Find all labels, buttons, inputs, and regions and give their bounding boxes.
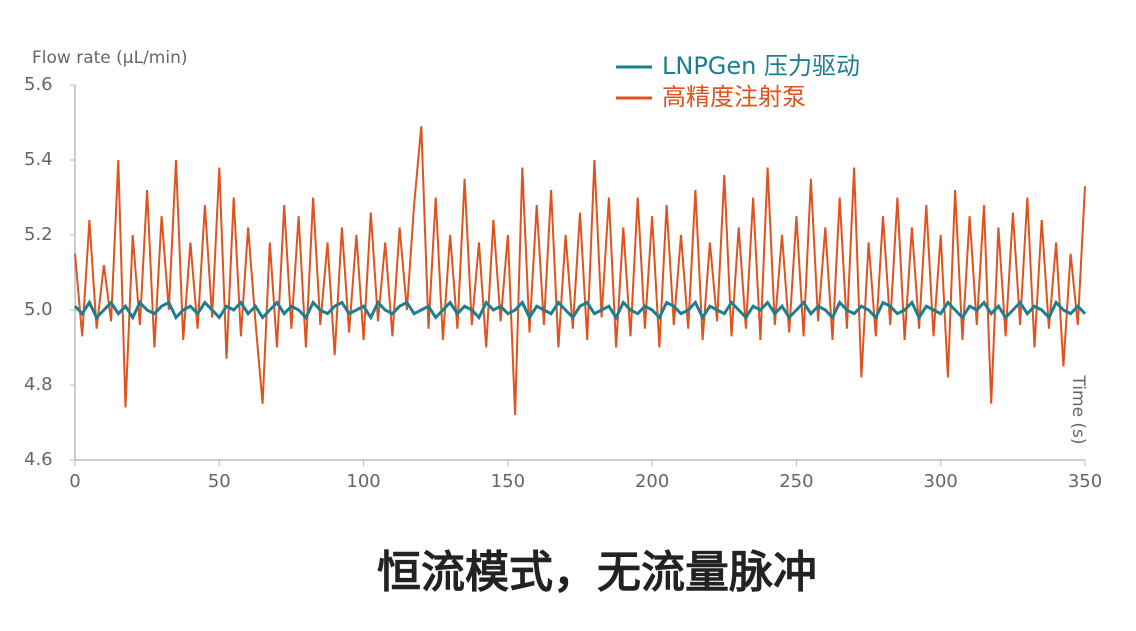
y-tick-label: 5.4 — [24, 149, 53, 170]
x-tick-label: 350 — [1068, 471, 1102, 492]
legend-label: LNPGen 压力驱动 — [662, 52, 860, 80]
y-tick-label: 5.6 — [24, 74, 53, 95]
y-tick-label: 5.2 — [24, 224, 53, 245]
series-line — [73, 299, 1087, 321]
x-tick-label: 150 — [491, 471, 525, 492]
legend-label: 高精度注射泵 — [662, 83, 806, 111]
x-tick-label: 250 — [779, 471, 813, 492]
x-tick-label: 100 — [346, 471, 380, 492]
y-axis-label: Flow rate (μL/min) — [32, 48, 187, 68]
x-axis-label: Time (s) — [1068, 374, 1088, 444]
y-tick-label: 4.6 — [24, 449, 53, 470]
series-line — [74, 126, 1086, 416]
x-tick-label: 300 — [924, 471, 958, 492]
x-tick-label: 200 — [635, 471, 669, 492]
caption: 恒流模式，无流量脉冲 — [377, 547, 817, 598]
y-tick-label: 4.8 — [24, 374, 53, 395]
x-tick-label: 50 — [208, 471, 231, 492]
x-tick-label: 0 — [69, 471, 80, 492]
y-tick-label: 5.0 — [24, 299, 53, 320]
